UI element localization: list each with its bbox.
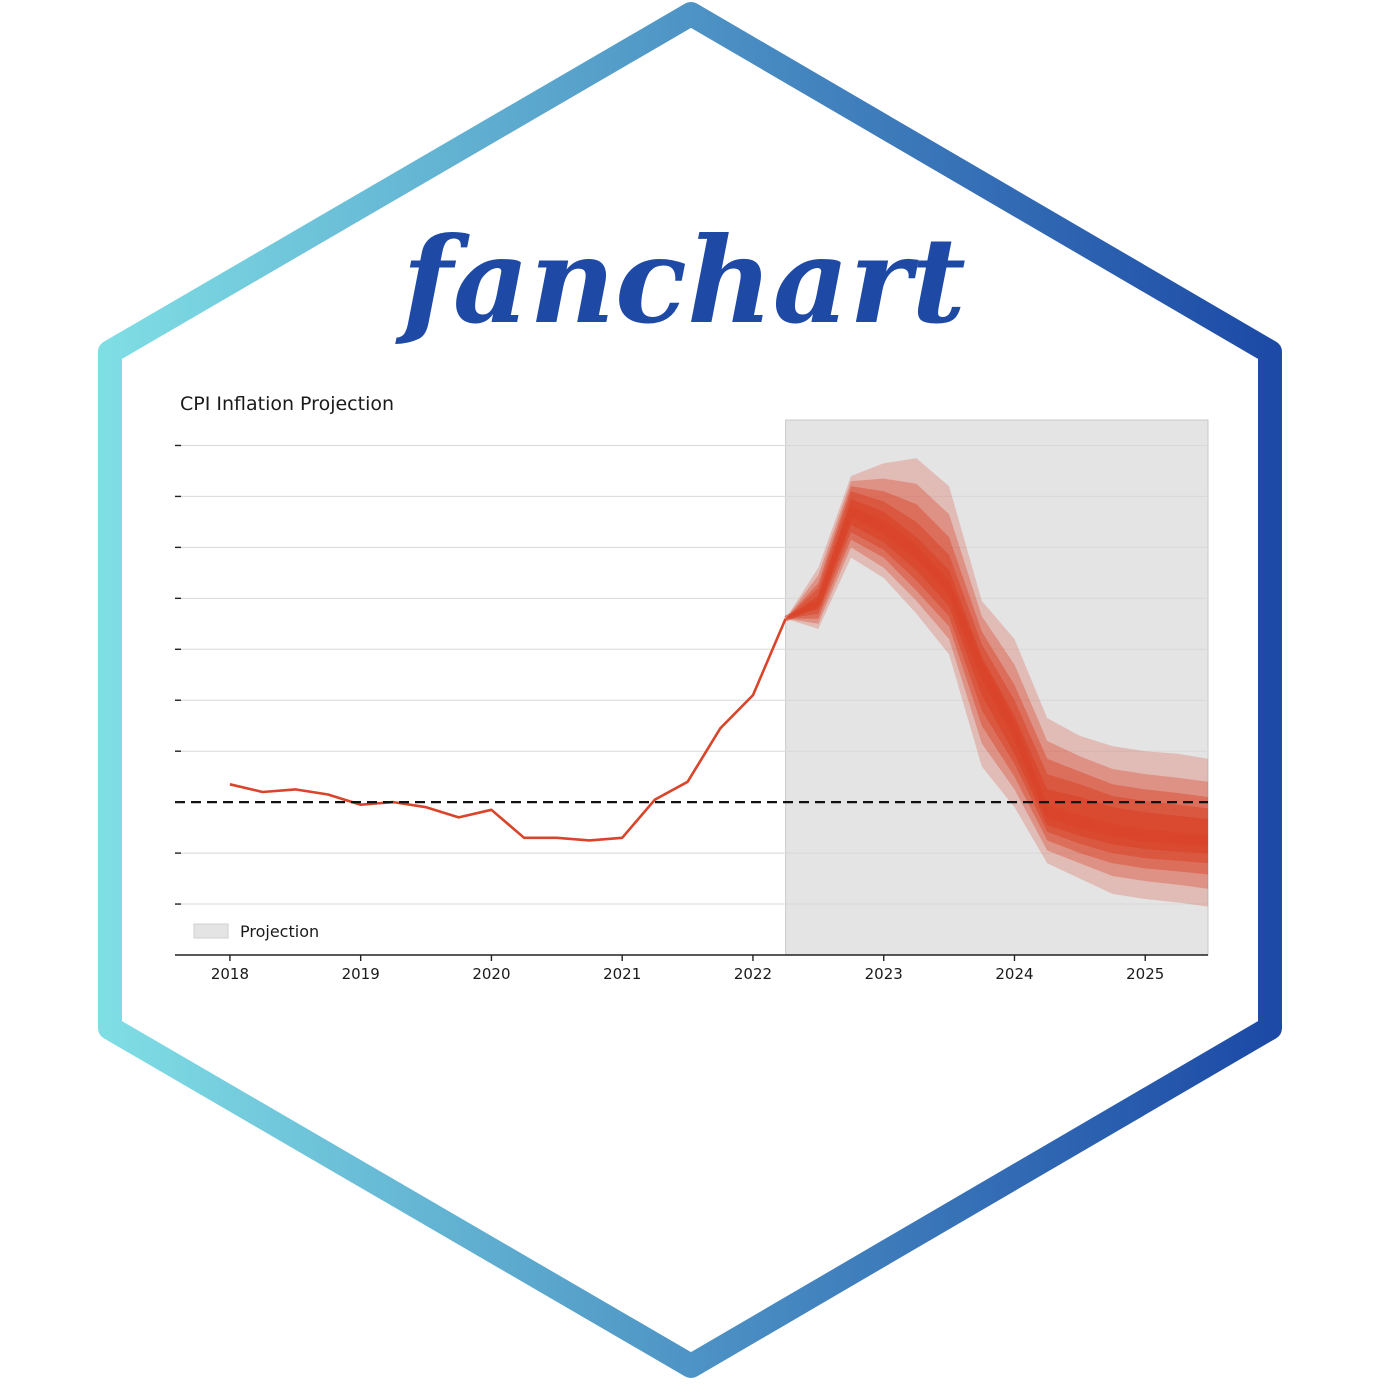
x-tick-label: 2022 bbox=[734, 965, 772, 983]
chart-plot-area: 2018 2019 2020 2021 2022 2023 2024 2025 bbox=[175, 419, 1209, 983]
fan-band-50 bbox=[785, 499, 1208, 854]
x-axis-ticks: 2018 2019 2020 2021 2022 2023 2024 2025 bbox=[211, 955, 1164, 983]
legend-label-projection: Projection bbox=[240, 922, 319, 941]
brand-wordmark: fanchart bbox=[395, 211, 966, 350]
series-lines bbox=[229, 618, 787, 842]
x-tick-label: 2018 bbox=[211, 965, 249, 983]
x-tick-label: 2024 bbox=[995, 965, 1033, 983]
history-line bbox=[229, 618, 787, 842]
y-axis-ticks bbox=[175, 444, 181, 905]
x-tick-label: 2021 bbox=[603, 965, 641, 983]
chart-title: CPI Inflation Projection bbox=[180, 393, 394, 415]
legend: Projection bbox=[193, 922, 319, 941]
x-tick-label: 2025 bbox=[1126, 965, 1164, 983]
x-tick-label: 2023 bbox=[865, 965, 903, 983]
fan-bands bbox=[784, 458, 1208, 907]
hexagon-border bbox=[98, 2, 1282, 1378]
legend-swatch-projection bbox=[193, 923, 229, 939]
fan-band-60 bbox=[785, 491, 1208, 864]
x-tick-label: 2020 bbox=[472, 965, 510, 983]
x-tick-label: 2019 bbox=[342, 965, 380, 983]
fan-median bbox=[784, 507, 1208, 844]
